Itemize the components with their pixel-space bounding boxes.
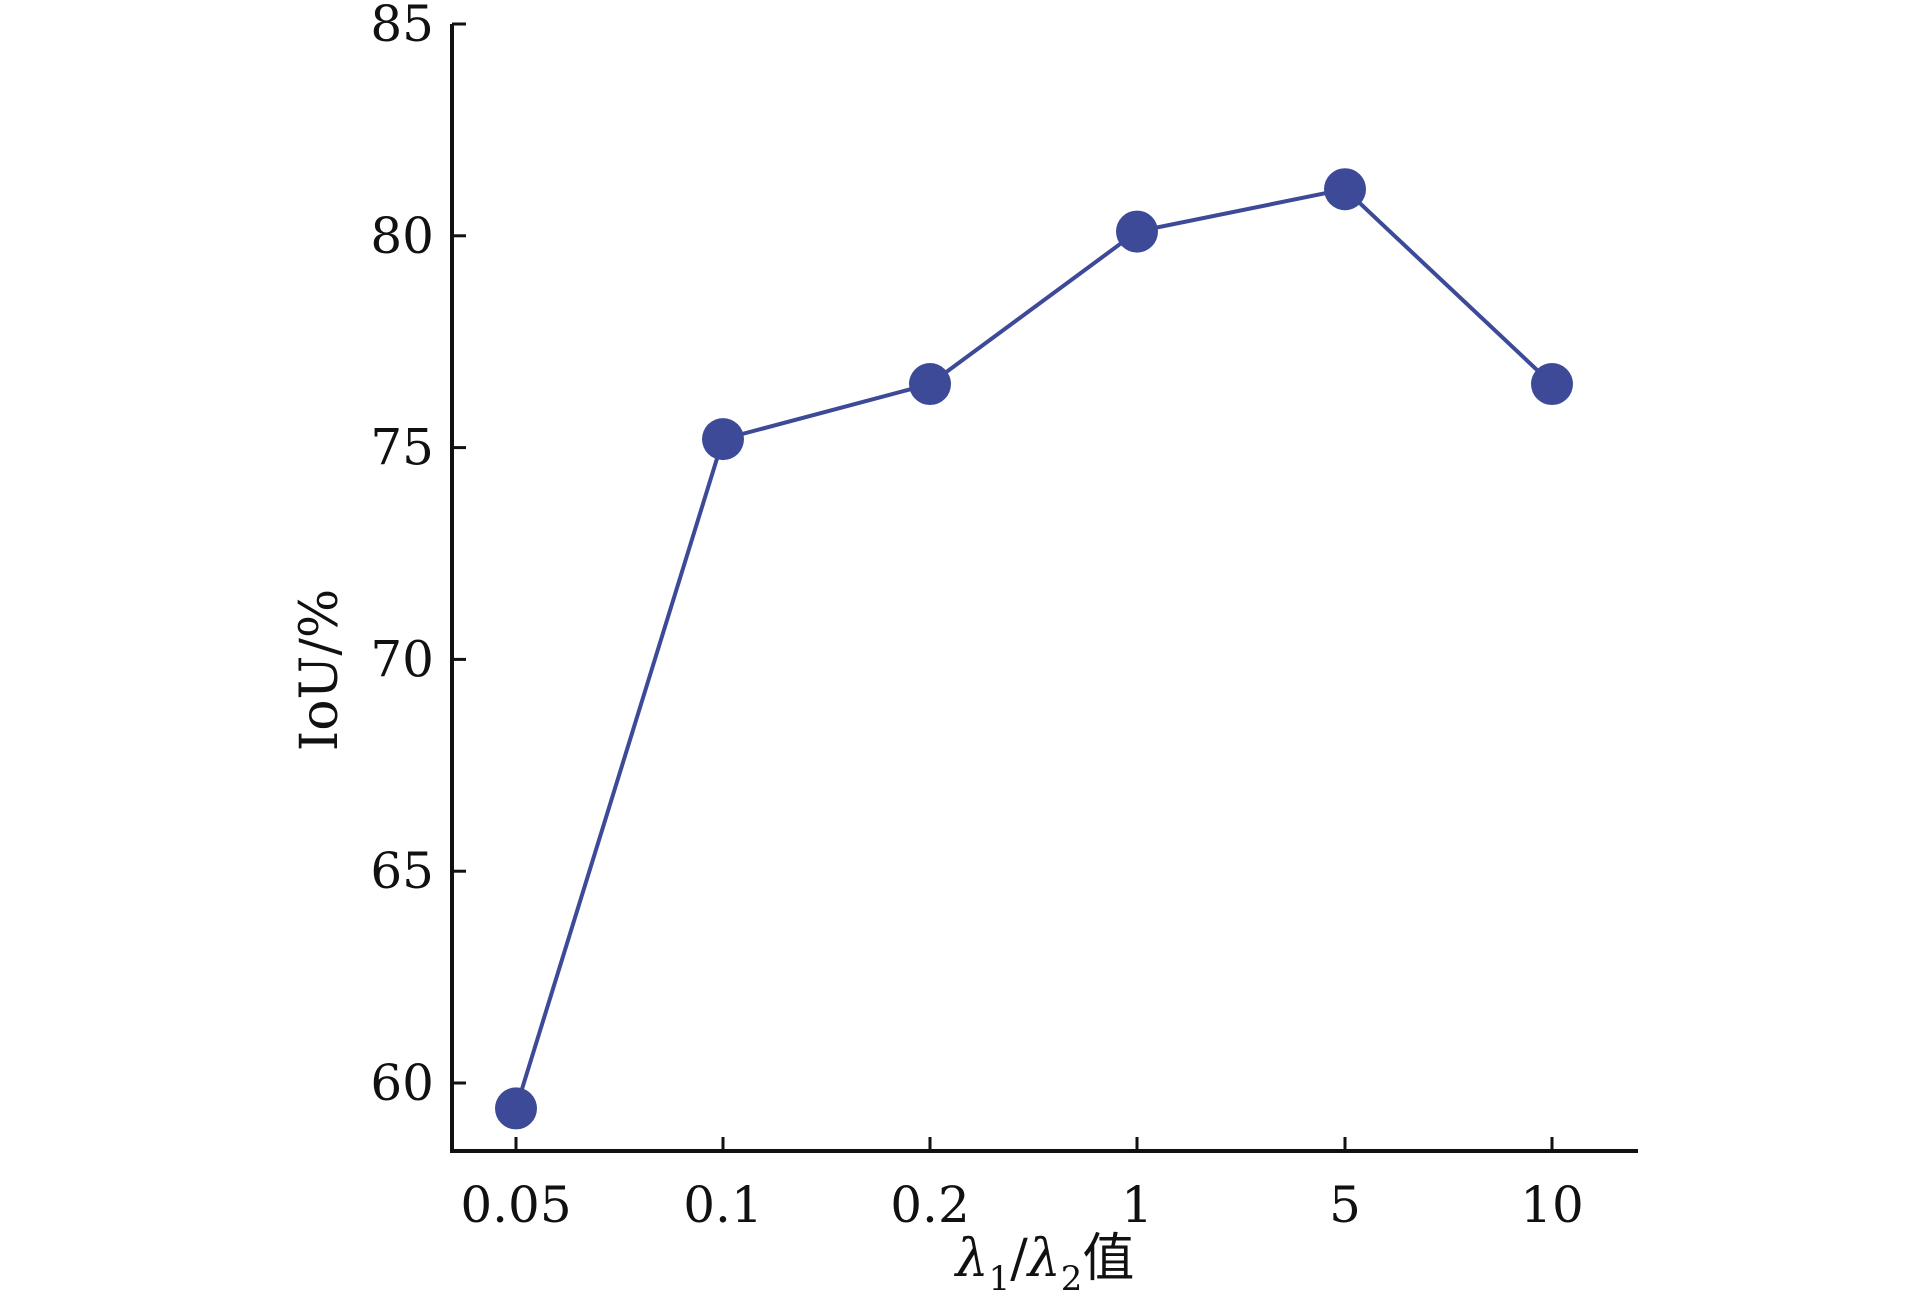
x-axis-title-sub-2: 2 bbox=[1061, 1259, 1083, 1299]
x-axis-title-symbol-2: λ bbox=[1026, 1229, 1061, 1289]
data-point bbox=[495, 1087, 537, 1130]
x-axis-title-slash: / bbox=[1010, 1229, 1028, 1289]
x-axis-title-symbol-1: λ bbox=[954, 1229, 989, 1289]
data-point bbox=[1116, 210, 1158, 253]
data-point bbox=[702, 418, 744, 461]
series-line bbox=[514, 187, 1554, 1110]
x-ticks: 0.05 0.1 0.2 1 5 10 bbox=[460, 1137, 1584, 1234]
x-tick-label: 0.2 bbox=[890, 1176, 970, 1234]
y-tick-label: 70 bbox=[370, 630, 434, 688]
x-tick-label: 1 bbox=[1121, 1176, 1153, 1234]
axes bbox=[450, 24, 1638, 1153]
y-tick-label: 60 bbox=[370, 1054, 434, 1112]
y-ticks: 60 65 70 75 80 85 bbox=[370, 0, 466, 1112]
x-tick-label: 5 bbox=[1329, 1176, 1361, 1234]
x-tick-label: 0.1 bbox=[683, 1176, 763, 1234]
x-axis-title: λ1/λ2值 bbox=[954, 1229, 1135, 1299]
y-axis-title: IoU/% bbox=[290, 589, 350, 752]
y-tick-label: 65 bbox=[370, 842, 434, 900]
y-tick-label: 80 bbox=[370, 207, 434, 265]
data-point bbox=[1324, 168, 1366, 211]
x-axis-title-sub-1: 1 bbox=[989, 1259, 1011, 1299]
y-tick-label: 85 bbox=[370, 0, 434, 53]
x-tick-label: 0.05 bbox=[460, 1176, 571, 1234]
y-tick-label: 75 bbox=[370, 419, 434, 477]
x-axis-title-suffix: 值 bbox=[1082, 1229, 1134, 1289]
series-layer bbox=[495, 168, 1573, 1130]
x-tick-label: 10 bbox=[1520, 1176, 1584, 1234]
data-point bbox=[909, 363, 951, 406]
data-point bbox=[1531, 363, 1573, 406]
